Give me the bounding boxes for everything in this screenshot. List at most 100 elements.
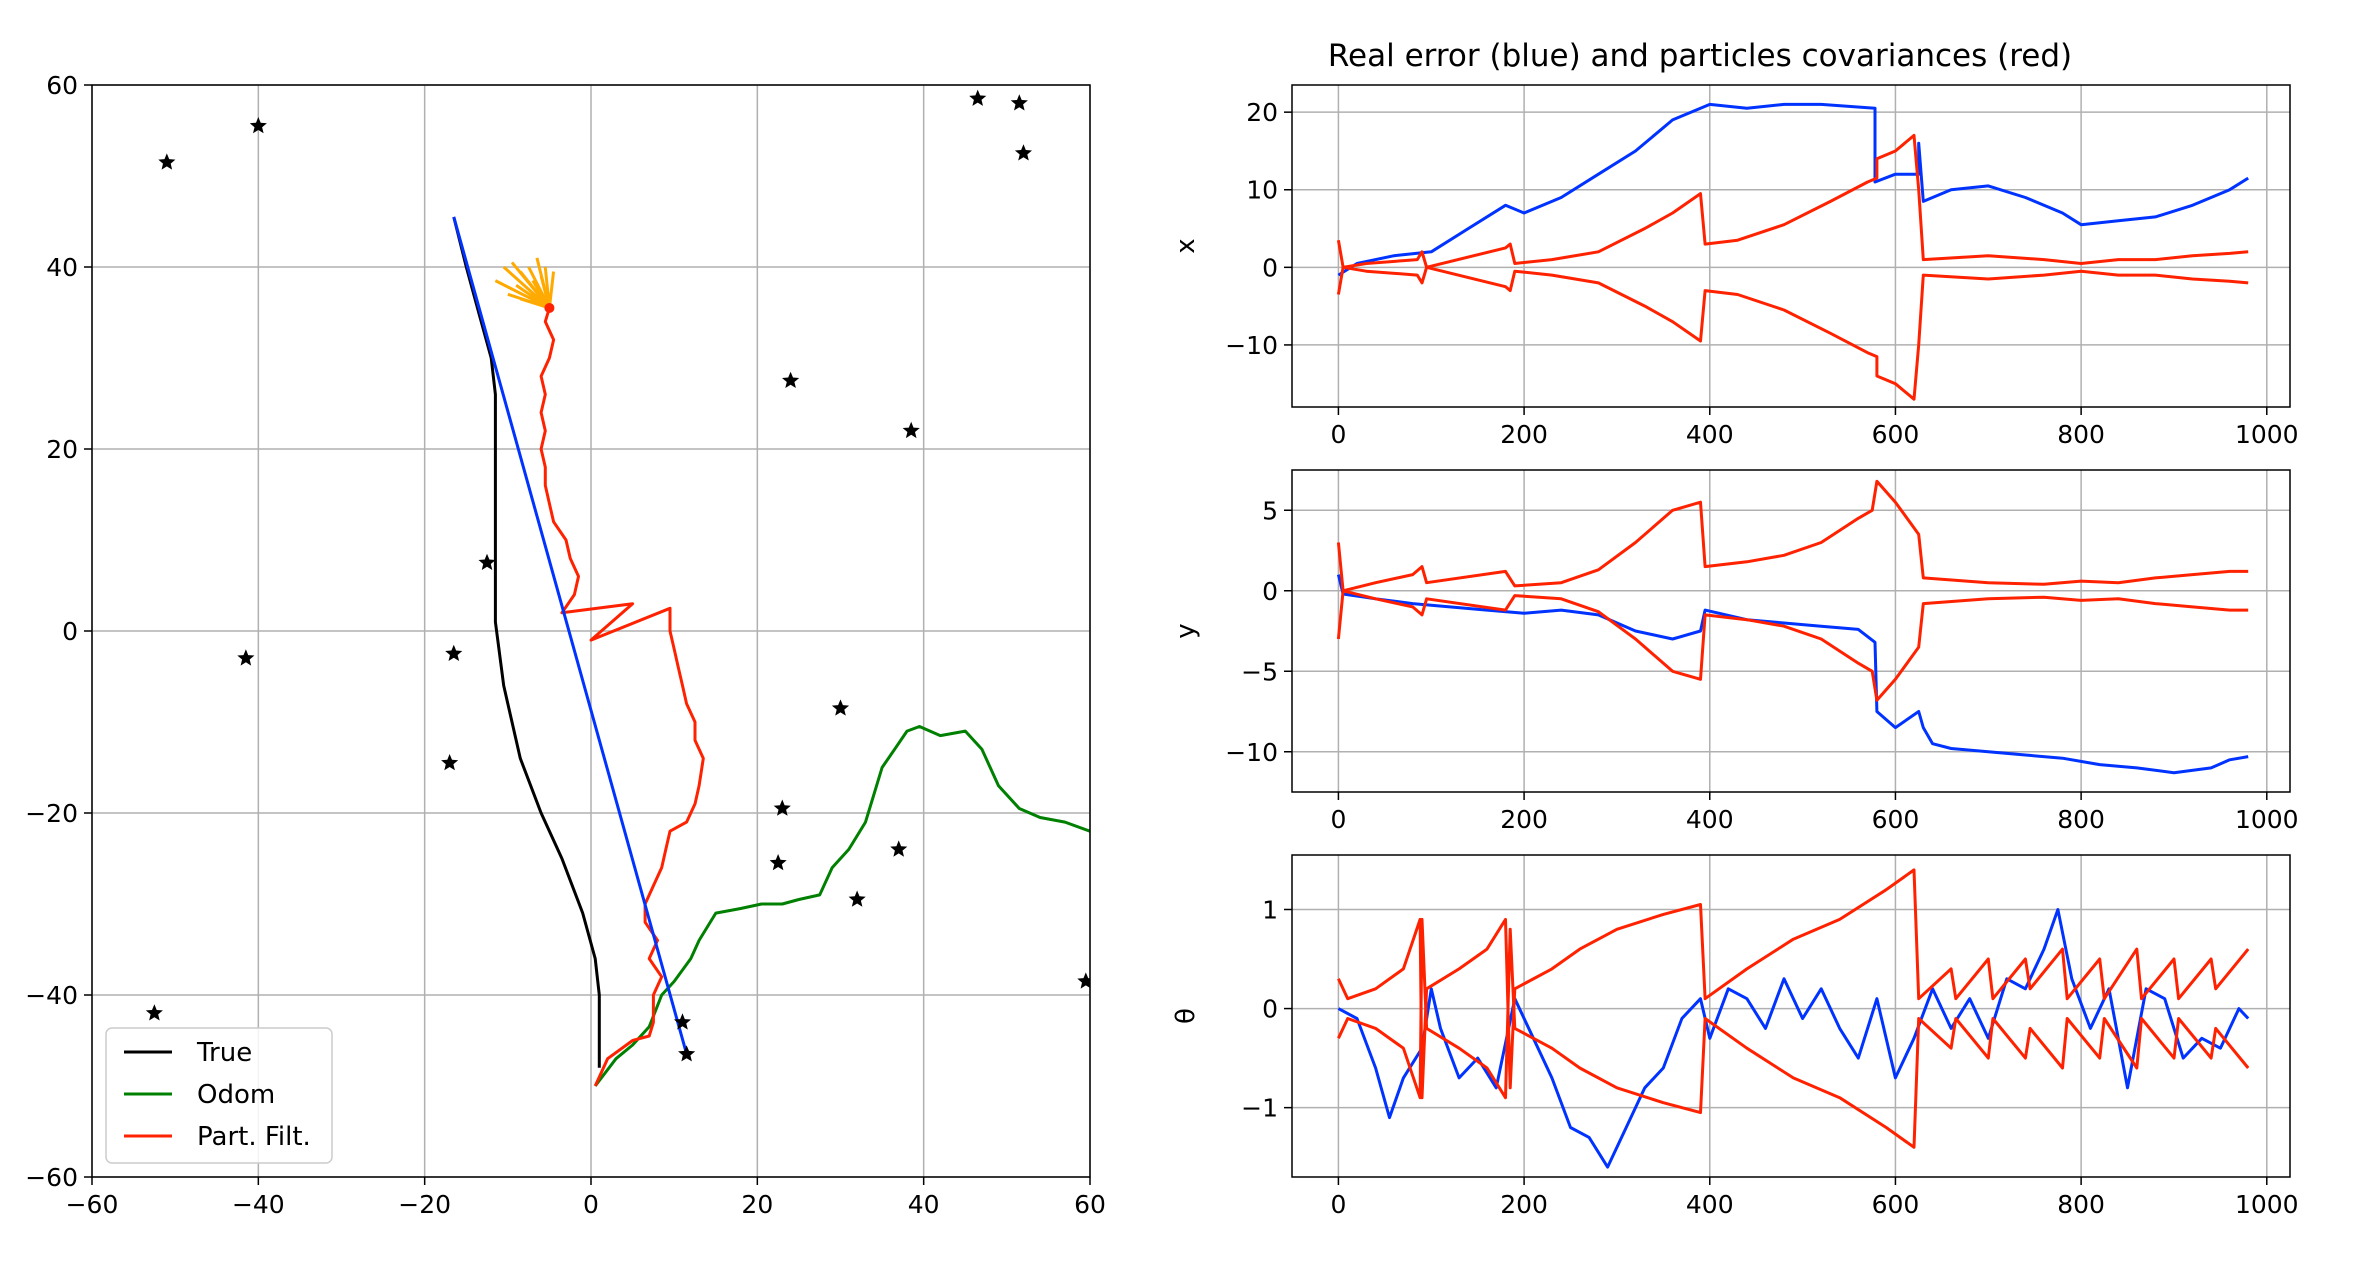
landmark-star [773, 799, 791, 816]
landmark-star [158, 153, 176, 170]
particle-origin-marker [544, 302, 555, 313]
ytick-label: 0 [1262, 253, 1278, 282]
xtick-label: 0 [1330, 420, 1346, 449]
xtick-label: 800 [2057, 805, 2105, 834]
landmark-star [831, 699, 850, 716]
xtick-label: 200 [1500, 420, 1548, 449]
real-error-line [1337, 102, 2249, 277]
ytick-label: −10 [1225, 331, 1278, 360]
particle-ray [547, 271, 556, 309]
series-line-true [452, 216, 601, 1068]
map-xtick-label: 20 [741, 1190, 773, 1219]
map-panel: −60−60 −40 −40 −20 −20 0 0 20 20 40 40 60 60 True Odom… [25, 71, 1106, 1219]
xtick-label: 0 [1330, 805, 1346, 834]
series-line-odom [594, 725, 1090, 1087]
map-legend: True Odom Part. Filt. [105, 1027, 333, 1164]
map-ytick-label: 0 [62, 617, 78, 646]
map-xtick-label: −40 [232, 1190, 285, 1219]
y-axis-label: θ [1171, 1008, 1201, 1024]
plot-area [1336, 479, 2249, 775]
y-error-panel: 0 200 400 600 800 1000 −10 −5 0 5 y [1171, 469, 2299, 834]
landmark-star [441, 754, 459, 771]
map-ytick-label: 40 [46, 253, 78, 282]
ytick-label: 0 [1262, 995, 1278, 1024]
xtick-label: 200 [1500, 805, 1548, 834]
real-error-line [1336, 574, 2249, 775]
landmark-star [237, 649, 255, 666]
ytick-label: 5 [1262, 496, 1278, 525]
landmark-star [902, 421, 920, 439]
xtick-label: 0 [1330, 1190, 1346, 1219]
landmark-star [769, 854, 787, 871]
covariance-lower-line [1336, 265, 2249, 401]
theta-error-panel: 0 200 400 600 800 1000 −1 0 1 θ [1171, 854, 2299, 1219]
connector-line [452, 216, 689, 1055]
xtick-label: 400 [1686, 805, 1734, 834]
map-plot-area [145, 89, 1090, 1087]
legend-box [105, 1027, 333, 1164]
landmark-star [678, 1045, 696, 1062]
map-ytick-label: 60 [46, 71, 78, 100]
map-xtick-label: 0 [583, 1190, 599, 1219]
covariance-upper-line [1337, 868, 2250, 1100]
covariance-upper-line [1336, 133, 2249, 269]
panel-frame [1291, 469, 2291, 793]
x-error-panel: 0 200 400 600 800 1000 −10 0 10 20 x [1171, 84, 2299, 449]
particle-ray [515, 283, 551, 310]
particle-ray [531, 279, 551, 309]
landmark-star [890, 840, 908, 857]
map-xtick-label: −20 [398, 1190, 451, 1219]
landmark-star [1077, 972, 1090, 989]
xtick-label: 1000 [2235, 420, 2299, 449]
ytick-label: 20 [1246, 98, 1278, 127]
landmark-star [969, 89, 987, 106]
xtick-label: 800 [2057, 1190, 2105, 1219]
ytick-label: 1 [1262, 895, 1278, 924]
xtick-label: 800 [2057, 420, 2105, 449]
map-ytick-label: −20 [25, 799, 78, 828]
map-xtick-label: 40 [908, 1190, 940, 1219]
covariance-lower-line [1337, 917, 2250, 1149]
ytick-label: 10 [1246, 176, 1278, 205]
ytick-label: −10 [1225, 738, 1278, 767]
landmark-star [673, 1013, 691, 1030]
ytick-label: 0 [1262, 577, 1278, 606]
legend-label: Odom [197, 1080, 275, 1110]
landmark-star [478, 553, 496, 570]
legend-label: True [196, 1038, 252, 1068]
xtick-label: 400 [1686, 1190, 1734, 1219]
map-xtick-label: −60 [66, 1190, 119, 1219]
landmark-star [249, 117, 267, 134]
series-line-part-filt [539, 307, 705, 1087]
particle-ray [539, 275, 551, 309]
xtick-label: 600 [1872, 1190, 1920, 1219]
xtick-label: 600 [1872, 420, 1920, 449]
map-ytick-label: −40 [25, 981, 78, 1010]
panel-frame [1291, 84, 2291, 408]
map-frame [91, 84, 1091, 1178]
landmark-star [445, 644, 463, 661]
plot-area [1337, 868, 2250, 1169]
panel-frame [1291, 854, 2291, 1178]
map-xtick-label: 60 [1074, 1190, 1106, 1219]
map-ytick-label: −60 [25, 1163, 78, 1192]
ytick-label: −5 [1241, 657, 1278, 686]
xtick-label: 200 [1500, 1190, 1548, 1219]
covariance-lower-line [1336, 589, 2249, 702]
landmark-star [782, 371, 800, 388]
covariance-upper-line [1336, 479, 2249, 593]
landmark-star [1010, 94, 1028, 111]
y-axis-label: y [1171, 623, 1201, 638]
xtick-label: 400 [1686, 420, 1734, 449]
map-ytick-label: 20 [46, 435, 78, 464]
legend-label: Part. Filt. [197, 1122, 311, 1152]
landmark-star [1014, 144, 1032, 161]
ytick-label: −1 [1241, 1094, 1278, 1123]
plot-area [1336, 102, 2249, 401]
xtick-label: 600 [1872, 805, 1920, 834]
landmark-star [145, 1004, 163, 1021]
xtick-label: 1000 [2235, 805, 2299, 834]
y-axis-label: x [1171, 238, 1201, 253]
landmark-star [848, 890, 866, 907]
